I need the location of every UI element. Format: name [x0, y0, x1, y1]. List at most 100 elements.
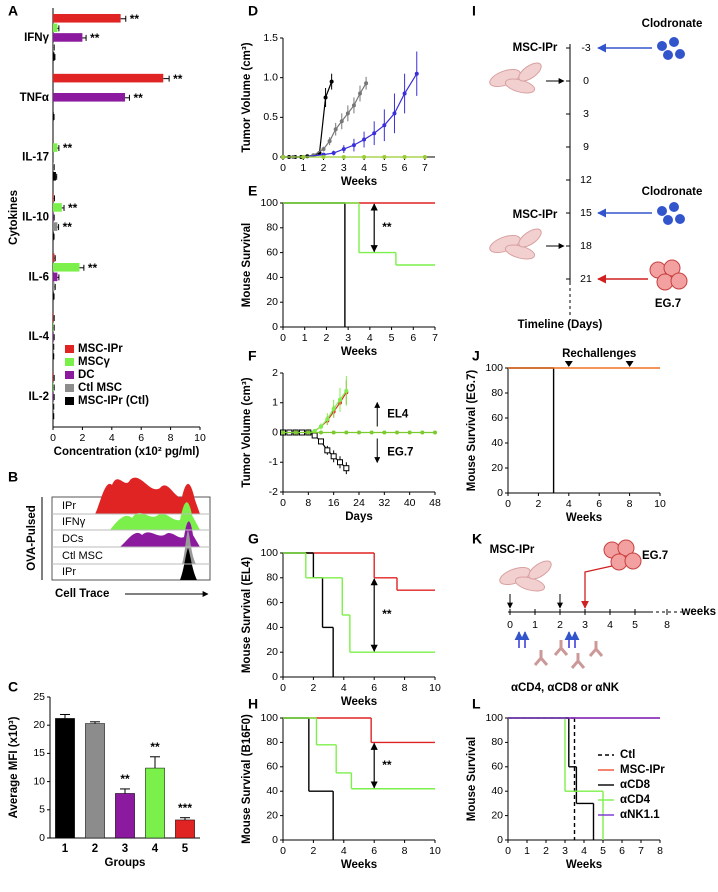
x-tick-label: 6: [402, 162, 408, 174]
y-tick-label: 0: [272, 834, 278, 846]
week-label: 8: [664, 619, 670, 631]
y-tick-label: 40: [491, 437, 503, 449]
x-tick-label: 3: [122, 843, 128, 855]
x-tick-label: 32: [378, 497, 390, 509]
y-axis-label: Cytokines: [8, 190, 20, 245]
y-tick-label: 60: [491, 761, 503, 773]
bar: [53, 212, 54, 222]
y-tick-label: 1.5: [263, 32, 278, 44]
y-axis-label: Tumor Volume (cm³): [241, 42, 253, 152]
x-tick-label: 2: [535, 498, 541, 510]
data-point: [392, 111, 397, 116]
row-label: IPr: [62, 500, 76, 512]
tumor-icon: [603, 539, 642, 571]
x-tick-label: 0: [280, 332, 286, 344]
timeline-ticks: [566, 47, 570, 280]
panel-b: B OVA-Pulsed IPr IFNγ DCs Ctl MSC IPr Ce…: [8, 469, 211, 600]
data-point: [331, 151, 336, 156]
data-point: [341, 147, 346, 152]
x-tick-label: 5: [389, 332, 395, 344]
histogram: [110, 502, 200, 530]
clodronate-icon: [657, 202, 685, 225]
y-tick-label: -2: [269, 486, 278, 498]
bar: [53, 222, 58, 231]
data-point: [330, 453, 337, 460]
annotation: EL4: [387, 409, 409, 421]
week-label: 5: [632, 619, 638, 631]
data-point: [341, 155, 346, 159]
y-tick-label: 80: [491, 736, 503, 748]
panel-letter: B: [8, 469, 18, 485]
legend-label: MSCγ: [78, 356, 111, 368]
data-point: [422, 155, 427, 159]
y-tick-label: 1.0: [263, 71, 278, 83]
x-tick-label: 1: [300, 162, 306, 174]
y-axis-label: Mouse Survival (EG.7): [466, 370, 478, 492]
timeline-label: 21: [580, 273, 592, 285]
clodronate-label: Clodronate: [642, 186, 703, 198]
y-tick-label: 0.5: [263, 111, 278, 123]
significance: **: [68, 201, 78, 215]
data-point: [351, 143, 356, 148]
data-point: [311, 432, 318, 439]
timeline-title: Timeline (Days): [518, 319, 603, 331]
x-tick-label: 5: [600, 845, 606, 857]
data-point: [372, 131, 377, 136]
y-tick-label: 1: [272, 397, 278, 409]
bar: [53, 262, 80, 272]
y-tick-label: 10: [33, 775, 45, 787]
y-tick-label: 40: [266, 271, 278, 283]
bar: [53, 172, 56, 181]
x-tick-label: 4: [109, 432, 115, 444]
legend-swatch: [65, 371, 74, 379]
data-point: [382, 123, 387, 128]
row-label: IFNγ: [62, 516, 86, 528]
legend-swatch: [65, 384, 74, 392]
y-tick-label: IL-10: [22, 212, 49, 224]
data-point: [301, 155, 306, 159]
data-point: [324, 447, 331, 454]
annotation: **: [382, 607, 392, 621]
x-tick-label: 1: [62, 843, 69, 855]
x-tick-label: 3: [345, 332, 351, 344]
data-point: [395, 430, 399, 435]
data-point: [433, 430, 437, 435]
x-tick-label: 8: [402, 845, 408, 857]
y-tick-label: 25: [33, 691, 45, 703]
bar: [175, 819, 195, 839]
bar: [53, 13, 121, 23]
bar: [53, 143, 58, 152]
data-point: [319, 430, 323, 435]
x-axis-label: Weeks: [566, 859, 602, 871]
y-tick-label: 20: [266, 646, 278, 658]
data-point: [325, 417, 330, 422]
x-axis-label: Weeks: [341, 859, 377, 871]
week-unit: weeks: [680, 606, 716, 618]
x-tick-label: 2: [79, 432, 85, 444]
week-label: 0: [507, 619, 513, 631]
bar: [53, 112, 54, 121]
y-tick-label: 0: [272, 671, 278, 683]
data-point: [337, 459, 343, 466]
x-tick-label: 10: [654, 498, 666, 510]
y-axis-label: Mouse Survival: [241, 223, 253, 307]
week-label: 2: [557, 619, 563, 631]
x-axis-label: Weeks: [341, 176, 377, 188]
bar: [53, 231, 54, 241]
x-tick-label: 2: [321, 162, 327, 174]
cell-label: MSC-IPr: [513, 42, 558, 54]
significance: **: [63, 141, 73, 155]
x-tick-label: 2: [543, 845, 549, 857]
x-tick-label: 0: [280, 845, 286, 857]
row-label: Ctl MSC: [62, 550, 103, 562]
tumor-label: EG.7: [642, 550, 668, 562]
y-axis-label: Mouse Survival (EL4): [241, 557, 253, 673]
x-tick-label: 3: [562, 845, 568, 857]
y-tick-label: 20: [491, 809, 503, 821]
y-tick-label: TNFα: [20, 92, 49, 104]
bar: [53, 52, 55, 61]
y-tick-label: 0: [272, 426, 278, 438]
significance: ***: [178, 801, 192, 815]
data-point: [331, 430, 336, 435]
